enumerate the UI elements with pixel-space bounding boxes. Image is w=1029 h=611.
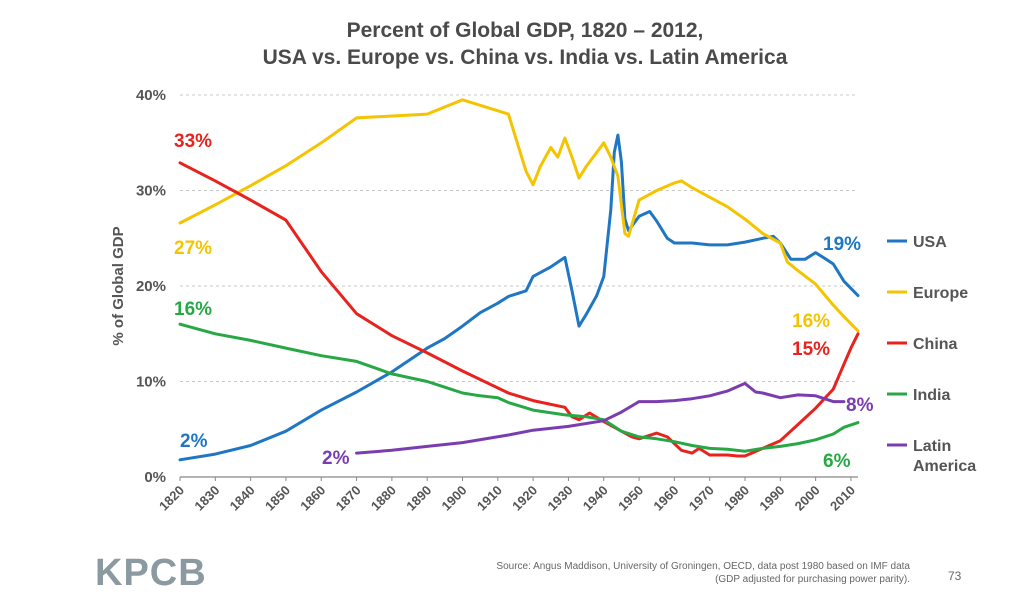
x-tick-label: 1980: [721, 483, 752, 514]
legend-label-india: India: [913, 387, 950, 404]
legend-label-latam: Latin: [913, 438, 951, 455]
legend-label-latam: America: [913, 458, 976, 475]
x-tick-label: 1910: [474, 483, 505, 514]
annotation-usa-start: 2%: [180, 431, 208, 452]
annotation-europe-end: 16%: [792, 311, 830, 332]
x-tick-label: 1930: [545, 483, 576, 514]
x-tick-label: 1840: [227, 483, 258, 514]
y-tick-labels: 0% 10% 20% 30% 40%: [136, 87, 166, 486]
legend-label-china: China: [913, 336, 958, 353]
x-tick-label: 1890: [403, 483, 434, 514]
page-number: 73: [948, 569, 962, 583]
legend-label-usa: USA: [913, 234, 947, 251]
annotation-india-start: 16%: [174, 299, 212, 320]
legend-label-europe: Europe: [913, 285, 968, 302]
series-line-china: [178, 161, 860, 458]
source-line-2: (GDP adjusted for purchasing power parit…: [715, 574, 910, 585]
x-tick-label: 1920: [509, 483, 540, 514]
y-tick-label: 0%: [144, 469, 166, 486]
series-lines: [178, 98, 860, 462]
gridlines: [179, 94, 858, 481]
x-tick-label: 1860: [297, 483, 328, 514]
x-tick-labels: 1820 1830 1840 1850 1860 1870 1880 1890 1900 1910…: [156, 483, 858, 514]
x-tick-label: 1900: [439, 483, 470, 514]
x-tick-label: 1960: [650, 483, 681, 514]
x-tick-label: 1880: [368, 483, 399, 514]
x-tick-label: 1830: [191, 483, 222, 514]
x-tick-label: 1940: [580, 483, 611, 514]
x-tick-label: 1870: [333, 483, 364, 514]
annotation-latam-end: 8%: [846, 395, 874, 416]
x-tick-label: 1850: [262, 483, 293, 514]
annotation-europe-start: 27%: [174, 238, 212, 259]
series-line-india: [178, 322, 860, 453]
legend: USA Europe China India Latin America: [887, 234, 976, 475]
annotation-china-end: 15%: [792, 339, 830, 360]
annotation-latam-start: 2%: [322, 448, 350, 469]
series-line-latam: [355, 381, 846, 455]
x-tick-label: 1820: [156, 483, 187, 514]
annotation-china-start: 33%: [174, 131, 212, 152]
x-tick-label: 1990: [756, 483, 787, 514]
series-line-europe: [178, 98, 860, 333]
x-tick-label: 1970: [686, 483, 717, 514]
x-tick-label: 1950: [615, 483, 646, 514]
kpcb-logo: KPCB: [95, 552, 207, 594]
x-tick-label: 2000: [792, 483, 823, 514]
source-line-1: Source: Angus Maddison, University of Gr…: [496, 561, 910, 572]
y-tick-label: 10%: [136, 374, 166, 391]
chart-title: Percent of Global GDP, 1820 – 2012,: [347, 19, 704, 42]
annotation-india-end: 6%: [823, 451, 851, 472]
y-tick-label: 30%: [136, 183, 166, 200]
annotation-usa-end: 19%: [823, 234, 861, 255]
y-axis-label: % of Global GDP: [110, 226, 127, 345]
annotations: 33% 27% 16% 2% 2% 19% 16% 15% 8% 6%: [174, 131, 874, 472]
y-tick-label: 20%: [136, 278, 166, 295]
x-tick-label: 2010: [827, 483, 858, 514]
chart-subtitle: USA vs. Europe vs. China vs. India vs. L…: [263, 46, 788, 69]
y-tick-label: 40%: [136, 87, 166, 104]
series-line-usa: [178, 133, 860, 462]
